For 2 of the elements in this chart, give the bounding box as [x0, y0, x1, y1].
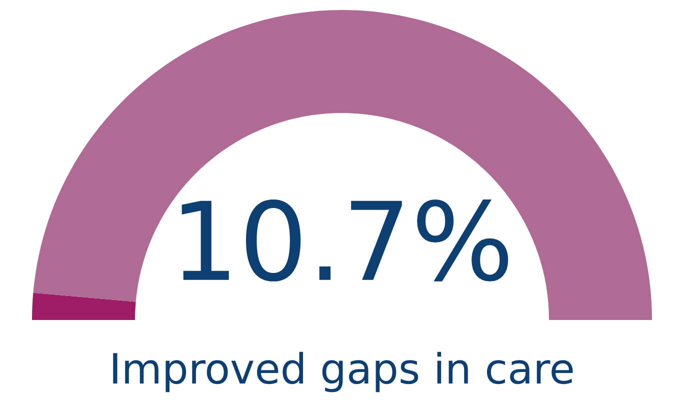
text: Improved gaps in care	[113, 352, 573, 392]
text: 10.7%	[182, 199, 508, 282]
